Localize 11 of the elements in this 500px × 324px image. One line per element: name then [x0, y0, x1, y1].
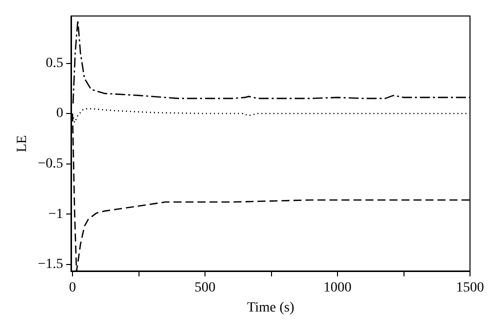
y-tick-label: −1	[48, 206, 64, 222]
y-tick-label: −0.5	[38, 156, 64, 172]
y-tick-label: −1.5	[38, 257, 64, 272]
y-tick-label: 0	[56, 106, 64, 122]
x-axis-title: Time (s)	[246, 300, 295, 316]
x-tick-label: 1000	[324, 280, 352, 296]
x-tick-label: 0	[69, 280, 76, 296]
x-tick-label: 500	[194, 280, 216, 296]
x-tick-label: 1500	[456, 280, 484, 296]
y-tick-label: 0.5	[46, 56, 64, 71]
y-axis-title: LE	[15, 135, 30, 152]
